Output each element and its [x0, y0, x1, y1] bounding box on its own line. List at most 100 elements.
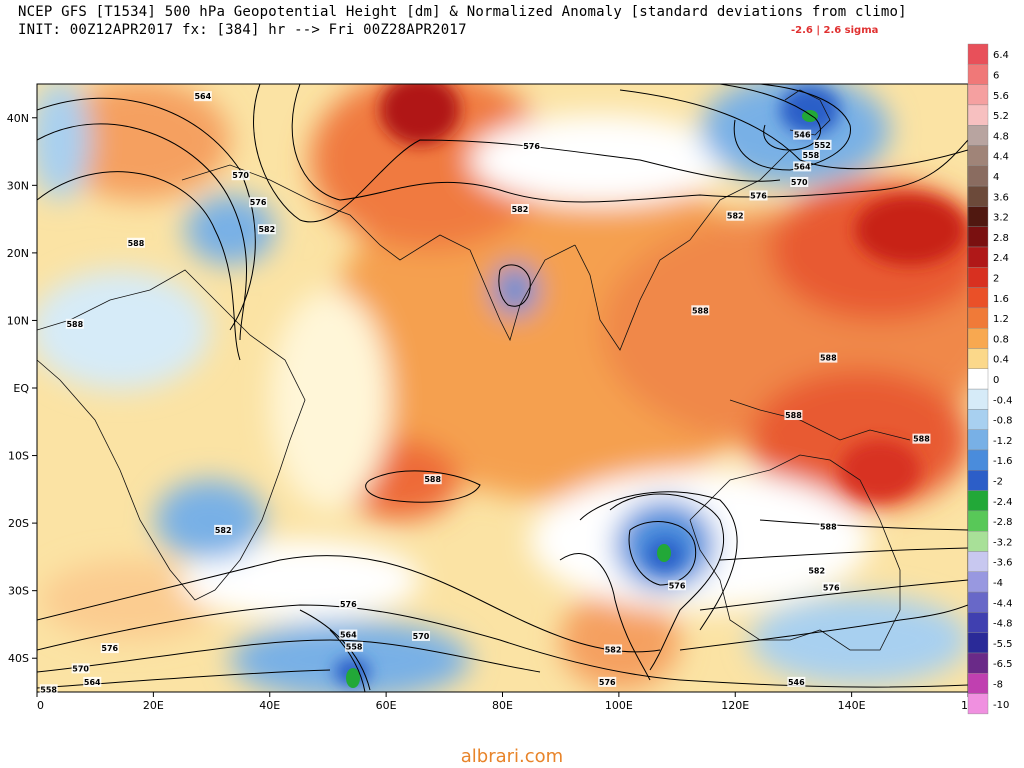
- contour-label: 582: [215, 526, 232, 535]
- colorbar-label: -6.5: [993, 659, 1013, 670]
- lon-label: 120E: [721, 699, 749, 712]
- colorbar-label: -2: [993, 476, 1003, 487]
- colorbar-swatch: [967, 226, 989, 248]
- colorbar-label: 0.8: [993, 334, 1009, 345]
- colorbar-label: 1.2: [993, 314, 1009, 325]
- anomaly-field: [37, 84, 968, 692]
- colorbar-label: 5.2: [993, 111, 1009, 122]
- height-contours: [37, 84, 968, 692]
- contour-label-bg: [249, 197, 268, 208]
- colorbar-swatch: [967, 287, 989, 309]
- lat-label: 40N: [7, 112, 29, 125]
- colorbar-swatch: [967, 673, 989, 694]
- contour-label: 588: [66, 320, 83, 329]
- contour-label: 564: [194, 92, 211, 101]
- contour-label: 552: [814, 141, 831, 150]
- init-forecast-line: INIT: 00Z12APR2017 fx: [384] hr --> Fri …: [18, 22, 467, 38]
- contour-label-bg: [598, 676, 617, 687]
- colorbar-label: -2.8: [993, 517, 1013, 528]
- colorbar-swatch: [967, 43, 989, 65]
- contour-label: 588: [820, 522, 837, 531]
- colorbar-label: 2.8: [993, 233, 1009, 244]
- colorbar-swatch: [967, 206, 989, 227]
- contour-label: 558: [346, 643, 363, 652]
- latitude-axis: 40N 30N 20N 10N EQ 10S 20S 30S 40S: [7, 112, 37, 665]
- contour-label-bg: [813, 139, 832, 150]
- colorbar-label: 4.4: [993, 152, 1009, 163]
- contour-label-bg: [257, 224, 276, 235]
- contour-label: 564: [340, 631, 357, 640]
- colorbar-swatch: [967, 388, 989, 410]
- colorbar-label: -3.2: [993, 537, 1013, 548]
- colorbar-swatch: [967, 551, 989, 572]
- sigma-range-label: -2.6 | 2.6 sigma: [791, 25, 879, 36]
- colorbar-label: -4.8: [993, 619, 1013, 630]
- contour-label: 576: [750, 191, 767, 200]
- contour-label: 588: [692, 306, 709, 315]
- contour-label: 582: [605, 645, 622, 654]
- lon-label: 40E: [259, 699, 280, 712]
- colorbar-swatch: [967, 490, 989, 512]
- colorbar-swatch: [967, 246, 989, 268]
- contour-label-bg: [822, 582, 841, 593]
- colorbar-label: 4.8: [993, 131, 1009, 142]
- contour-label-bg: [412, 630, 431, 641]
- lat-label: 40S: [8, 652, 29, 665]
- contour-label-bg: [787, 676, 806, 687]
- watermark: albrari.com: [460, 746, 564, 767]
- contour-label-bg: [339, 629, 358, 640]
- contour-label-bg: [71, 663, 90, 674]
- colorbar-swatch: [967, 104, 989, 126]
- colorbar-label: 6.4: [993, 50, 1009, 61]
- contour-label-bg: [819, 521, 838, 532]
- colorbar-label: 4: [993, 172, 999, 183]
- contour-label-bg: [790, 176, 809, 187]
- colorbar-swatch: [967, 571, 989, 593]
- colorbar-swatch: [967, 307, 989, 329]
- lon-label: 0: [37, 699, 44, 712]
- colorbar-label: 0: [993, 375, 999, 386]
- lon-label: 140E: [838, 699, 866, 712]
- lat-label: 30S: [8, 585, 29, 598]
- contour-label: 558: [803, 151, 820, 160]
- colorbar-swatch: [967, 368, 989, 390]
- lat-label: 10N: [7, 314, 29, 327]
- colorbar-label: -0.4: [993, 395, 1013, 406]
- colorbar-label: 5.6: [993, 91, 1009, 102]
- colorbar-label: 6: [993, 70, 999, 81]
- contour-label-bg: [100, 643, 119, 654]
- contour-label-bg: [423, 474, 442, 485]
- contour-label-bg: [912, 433, 931, 444]
- colorbar-swatch: [967, 449, 989, 471]
- contour-label: 588: [424, 475, 441, 484]
- contour-label: 570: [232, 171, 249, 180]
- contour-label-bg: [193, 91, 212, 102]
- contour-label: 576: [250, 198, 267, 207]
- colorbar-label: -4.4: [993, 598, 1013, 609]
- colorbar-swatch: [967, 470, 989, 491]
- contour-label: 582: [808, 566, 825, 575]
- colorbar-label: -10: [993, 700, 1009, 711]
- contour-label-bg: [83, 676, 102, 687]
- contour-label-bg: [522, 141, 541, 152]
- contour-label-bg: [65, 318, 84, 329]
- contour-label: 588: [128, 239, 145, 248]
- contour-label-bg: [726, 210, 745, 221]
- contour-label-bg: [345, 641, 364, 652]
- contour-label: 570: [72, 664, 89, 673]
- colorbar-label: -5.5: [993, 639, 1013, 650]
- colorbar-swatch: [967, 612, 989, 633]
- colorbar-swatch: [967, 348, 989, 369]
- colorbar-label: -0.8: [993, 416, 1013, 427]
- colorbar-swatch: [967, 632, 989, 654]
- lon-label: 100E: [605, 699, 633, 712]
- contour-label: 576: [523, 142, 540, 151]
- contour-label: 576: [340, 600, 357, 609]
- colorbar-label: 2: [993, 273, 999, 284]
- lat-label: 20S: [8, 517, 29, 530]
- contour-label-bg: [231, 170, 250, 181]
- contour-label: 576: [823, 583, 840, 592]
- contour-label: 576: [669, 581, 686, 590]
- colorbar-label: 3.6: [993, 192, 1009, 203]
